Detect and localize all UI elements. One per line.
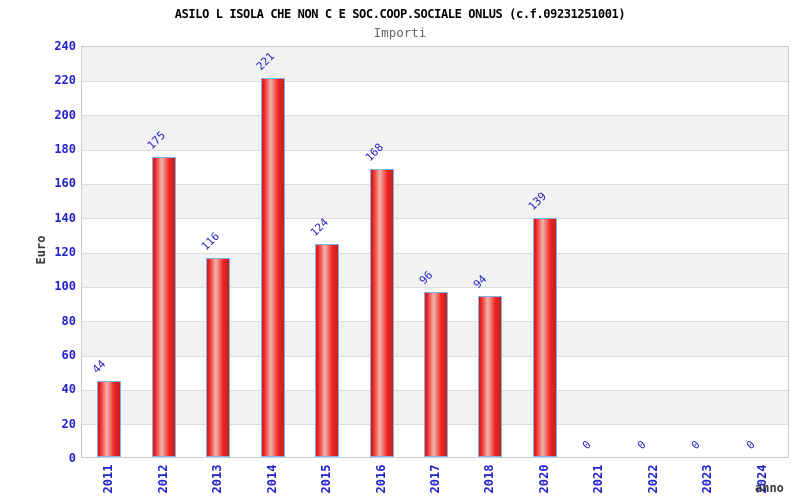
x-tick-label: 2011: [101, 464, 116, 494]
y-tick-label: 200: [54, 107, 76, 122]
bar-value-label: 0: [743, 438, 758, 452]
bar: [315, 244, 340, 457]
bar: [151, 156, 176, 457]
x-tick-label: 2018: [482, 464, 497, 494]
gridline: [82, 252, 788, 254]
y-tick-label: 160: [54, 176, 76, 191]
bar: [260, 77, 285, 457]
bar: [424, 292, 448, 457]
gridline: [82, 80, 788, 82]
bar: [97, 381, 122, 457]
y-tick-label: 100: [54, 279, 76, 294]
bar-value-label: 0: [689, 438, 703, 452]
y-tick-label: 20: [61, 416, 76, 431]
bar: [478, 295, 503, 457]
chart-title: ASILO L ISOLA CHE NON C E SOC.COOP.SOCIA…: [174, 7, 626, 21]
x-tick-label: 2023: [700, 464, 715, 494]
bar: [532, 218, 557, 457]
x-axis-title: anno: [755, 481, 784, 495]
y-tick-label: 80: [61, 313, 76, 328]
bar-value-label: 0: [580, 438, 595, 452]
bar-value-label: 96: [416, 268, 436, 288]
bar-value-label: 44: [90, 357, 109, 377]
x-tick-label: 2012: [155, 464, 170, 494]
bar-value-label: 175: [144, 128, 168, 152]
bar-value-label: 116: [198, 229, 223, 253]
y-tick-label: 140: [54, 210, 76, 225]
y-tick-label: 0: [68, 451, 76, 465]
x-tick-label: 2014: [264, 464, 279, 494]
y-tick-label: 220: [54, 73, 76, 88]
gridline: [82, 286, 788, 288]
bar: [206, 257, 231, 457]
bar-value-label: 168: [362, 140, 386, 164]
x-tick-label: 2017: [428, 464, 442, 494]
plot-area: 44 175 116 221 124 168 96 94 139 0 0 0 0: [81, 46, 789, 458]
y-tick-label: 120: [54, 245, 76, 259]
bar-value-label: 124: [307, 215, 332, 240]
bar-value-label: 0: [634, 438, 649, 452]
x-tick-label: 2015: [319, 464, 334, 494]
x-tick-label: 2021: [591, 464, 606, 494]
x-tick-label: 2022: [645, 464, 660, 494]
gridline: [82, 115, 788, 117]
y-tick-label: 180: [54, 142, 76, 156]
chart-subtitle: Importi: [373, 25, 427, 40]
bar-value-label: 94: [471, 272, 490, 291]
bar: [369, 168, 394, 457]
gridline: [82, 149, 788, 151]
y-tick-label: 40: [61, 382, 76, 397]
gridline: [82, 218, 788, 220]
y-tick-label: 240: [54, 39, 76, 53]
x-tick-label: 2016: [373, 464, 388, 494]
x-tick-label: 2020: [536, 464, 551, 494]
gridline: [82, 183, 788, 185]
bar-value-label: 139: [525, 190, 549, 214]
x-tick-label: 2013: [210, 464, 225, 494]
bar-value-label: 221: [253, 49, 277, 73]
y-tick-label: 60: [61, 348, 76, 362]
